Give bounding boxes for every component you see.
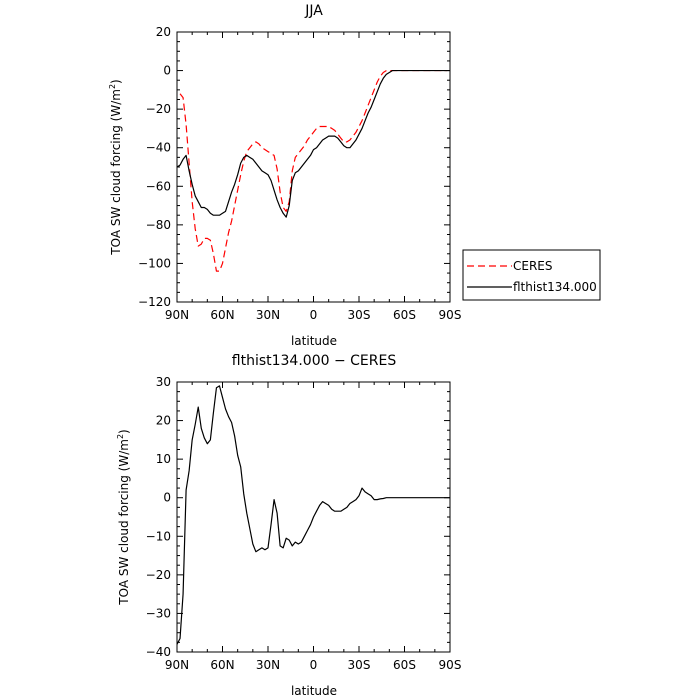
y-tick-label: 20	[156, 414, 171, 428]
top-y-axis-label-sup: 2	[108, 84, 117, 89]
top-y-ticks: −120 −100 −80 −60 −40 −20 0 20	[138, 25, 450, 309]
bottom-y-axis-label-close: )	[117, 429, 131, 434]
top-x-ticks: 90N 60N 30N 0 30S 60S 90S	[165, 32, 462, 322]
y-tick-label: 0	[163, 64, 171, 78]
y-tick-label: −30	[146, 606, 171, 620]
bottom-y-axis-label-main: TOA SW cloud forcing (W/m	[117, 439, 131, 606]
legend-label-model: flthist134.000	[513, 280, 597, 294]
top-series-line-flthist134-000	[176, 69, 450, 218]
legend: CERES flthist134.000	[462, 249, 601, 301]
x-tick-label: 90N	[165, 658, 189, 672]
y-tick-label: −10	[146, 529, 171, 543]
top-y-axis-label: TOA SW cloud forcing (W/m2)	[108, 79, 123, 255]
top-x-axis-label: latitude	[291, 334, 337, 348]
x-tick-label: 30S	[348, 308, 371, 322]
x-tick-label: 0	[310, 658, 318, 672]
top-y-axis-label-main: TOA SW cloud forcing (W/m	[109, 89, 123, 256]
y-tick-label: −40	[146, 645, 171, 659]
top-title: JJA	[304, 3, 323, 19]
legend-box	[462, 249, 601, 301]
legend-label-ceres: CERES	[513, 259, 553, 273]
y-tick-label: −120	[138, 295, 171, 309]
x-tick-label: 90S	[439, 658, 462, 672]
bottom-panel: flthist134.000 − CERES 90N 60N 30N 0 30S 60S 9…	[116, 353, 461, 698]
top-series-line-ceres	[179, 69, 447, 272]
y-tick-label: 30	[156, 375, 171, 389]
y-tick-label: −20	[146, 568, 171, 582]
x-tick-label: 60N	[210, 658, 234, 672]
y-tick-label: −100	[138, 256, 171, 270]
top-series-group	[176, 69, 450, 272]
bottom-series-group	[176, 385, 450, 645]
y-tick-label: −40	[146, 141, 171, 155]
y-tick-label: −60	[146, 179, 171, 193]
top-panel: JJA 90N 60N 30N 0 30S 60S 90S −120 −100 −80 −60 −4…	[108, 3, 461, 348]
x-tick-label: 0	[310, 308, 318, 322]
x-tick-label: 30N	[256, 658, 280, 672]
y-tick-label: −80	[146, 218, 171, 232]
bottom-y-axis-label-sup: 2	[116, 434, 125, 439]
bottom-y-axis-label: TOA SW cloud forcing (W/m2)	[116, 429, 131, 605]
bottom-series-line-difference	[176, 385, 450, 645]
y-tick-label: 10	[156, 452, 171, 466]
x-tick-label: 60S	[393, 658, 416, 672]
top-plot-frame	[176, 31, 451, 303]
x-tick-label: 60N	[210, 308, 234, 322]
x-tick-label: 60S	[393, 308, 416, 322]
bottom-x-axis-label: latitude	[291, 684, 337, 698]
y-tick-label: 20	[156, 25, 171, 39]
bottom-y-ticks: −40 −30 −20 −10 0 10 20 30	[146, 375, 450, 659]
x-tick-label: 90N	[165, 308, 189, 322]
y-tick-label: 0	[163, 491, 171, 505]
x-tick-label: 30N	[256, 308, 280, 322]
top-y-axis-label-close: )	[109, 79, 123, 84]
bottom-x-ticks: 90N 60N 30N 0 30S 60S 90S	[165, 382, 462, 672]
bottom-title: flthist134.000 − CERES	[232, 353, 397, 369]
y-tick-label: −20	[146, 102, 171, 116]
x-tick-label: 90S	[439, 308, 462, 322]
x-tick-label: 30S	[348, 658, 371, 672]
